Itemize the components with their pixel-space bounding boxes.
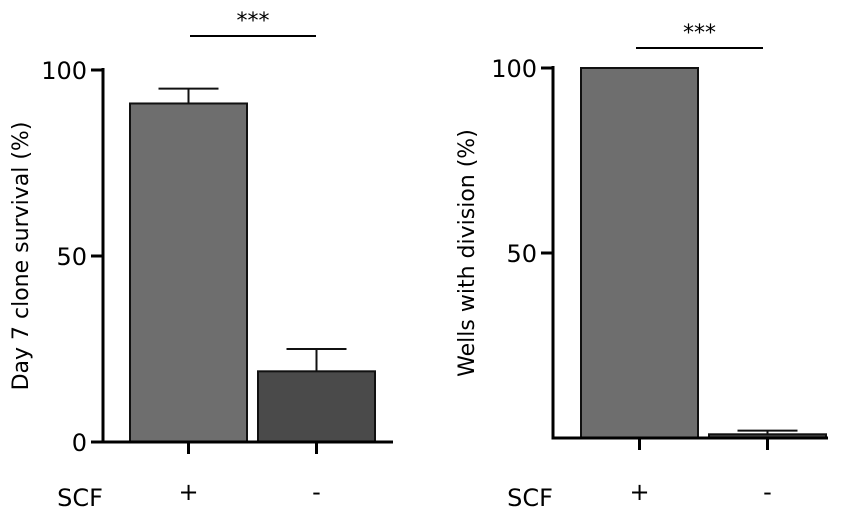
y-axis-label: Day 7 clone survival (%) xyxy=(9,122,34,391)
y-tick-label: 100 xyxy=(491,55,537,83)
bar-minus xyxy=(257,370,376,444)
group-label: SCF xyxy=(57,484,103,512)
y-tick-label: 50 xyxy=(56,243,87,271)
bar-plus xyxy=(580,67,699,439)
y-tick-label: 50 xyxy=(506,240,537,268)
y-tick-label: 100 xyxy=(41,57,87,85)
category-label: + xyxy=(629,478,649,506)
bar-plus xyxy=(129,102,248,443)
category-label: - xyxy=(763,478,772,506)
chart-2: 50 100 + - SCF Wells with division (%) *** xyxy=(455,21,828,512)
y-tick-label: 0 xyxy=(72,429,87,457)
category-label: - xyxy=(312,478,321,506)
significance-label: *** xyxy=(237,9,270,34)
chart-1: 0 50 100 + - SCF Day 7 clone survival (%) *** xyxy=(9,9,393,512)
significance-label: *** xyxy=(683,21,716,46)
group-label: SCF xyxy=(507,484,553,512)
y-axis-label: Wells with division (%) xyxy=(455,129,480,377)
category-label: + xyxy=(178,478,198,506)
